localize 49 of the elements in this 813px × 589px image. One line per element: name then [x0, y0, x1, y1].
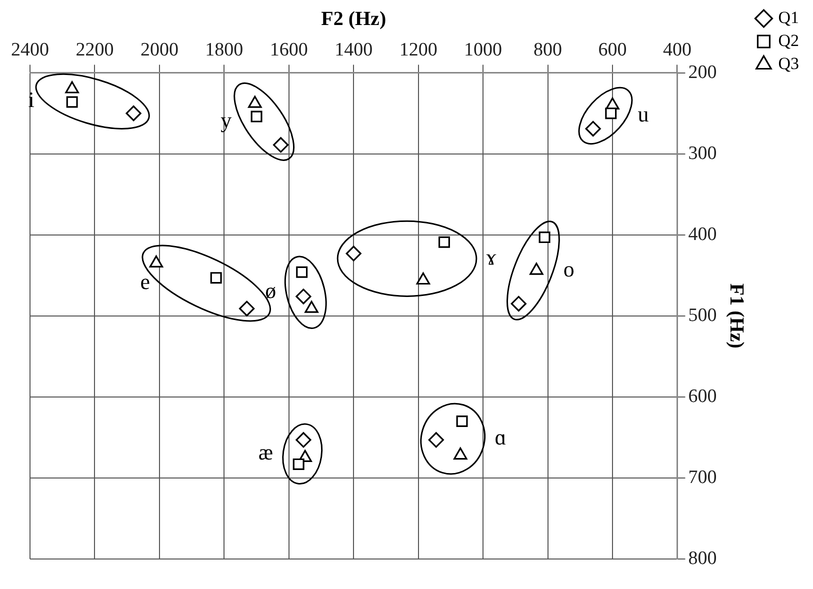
annotation: u: [638, 102, 649, 127]
y-tick-label: 300: [688, 142, 717, 164]
annotation: æ: [258, 440, 274, 465]
x-tick-label: 400: [662, 39, 692, 60]
annotation: e: [140, 269, 150, 294]
y-tick-label: 700: [688, 466, 717, 488]
x-tick-label: 1600: [270, 39, 308, 60]
point: [126, 106, 142, 122]
x-tick-label: 2000: [140, 39, 178, 60]
x-tick-label: 1200: [399, 39, 438, 60]
legend-label: Q1: [778, 8, 800, 27]
annotation: o: [563, 256, 574, 282]
point: [438, 236, 450, 248]
legend-label: Q2: [778, 30, 800, 50]
point: [296, 288, 312, 304]
x-tick-label: 1000: [464, 39, 502, 60]
y-axis-title: F1 (Hz): [726, 283, 748, 348]
annotation: ø: [265, 278, 276, 304]
point: [66, 96, 78, 108]
point: [454, 447, 468, 460]
point: [273, 137, 289, 153]
point: [510, 296, 526, 312]
point: [296, 266, 308, 278]
x-tick-label: 800: [534, 39, 562, 60]
y-tick-label: 800: [688, 548, 717, 569]
point: [210, 272, 222, 284]
legend-label: Q3: [778, 54, 800, 73]
y-tick-label: 400: [688, 224, 717, 245]
x-axis-title: F2 (Hz): [321, 8, 386, 30]
x-tick-label: 1800: [205, 39, 244, 60]
point: [292, 458, 304, 470]
point: [296, 432, 312, 448]
annotation: ɑ: [494, 424, 506, 450]
point: [239, 300, 255, 316]
annotation: ɤ: [486, 244, 496, 270]
point: [585, 120, 601, 137]
point: [605, 108, 617, 120]
x-tick-label: 2200: [76, 39, 114, 60]
point: [428, 432, 444, 448]
y-tick-label: 600: [688, 386, 717, 407]
x-tick-label: 2400: [11, 39, 49, 60]
x-tick-label: 600: [598, 39, 627, 60]
y-tick-label: 200: [688, 62, 717, 83]
point: [538, 232, 550, 244]
point: [346, 246, 362, 262]
x-tick-label: 1400: [334, 39, 373, 60]
y-tick-label: 500: [688, 304, 717, 326]
point: [456, 415, 468, 427]
point: [250, 110, 262, 122]
